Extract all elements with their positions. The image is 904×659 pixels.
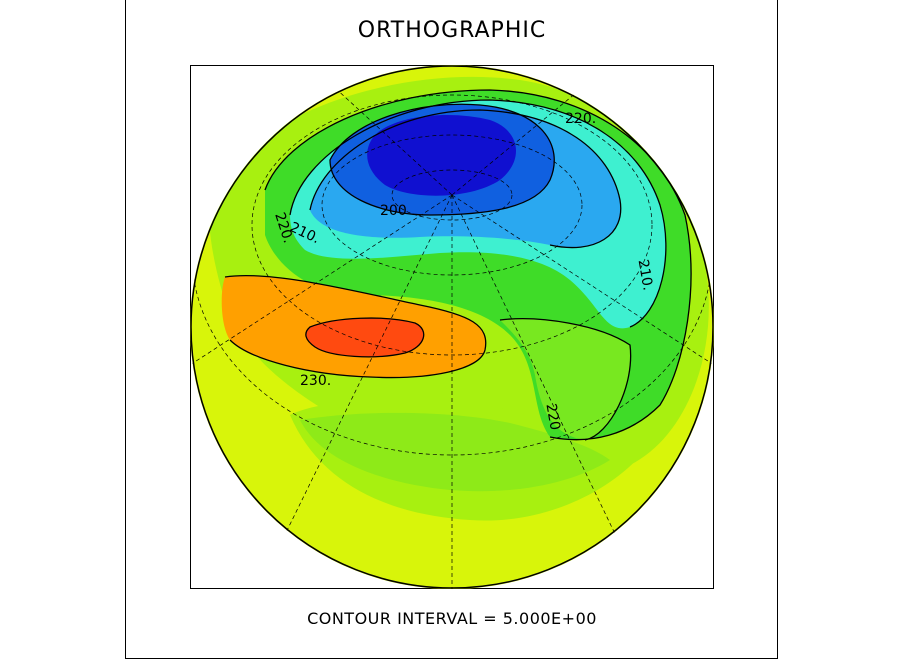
map-title: ORTHOGRAPHIC	[357, 18, 547, 43]
fill-dark-blue	[367, 115, 517, 196]
contour-line	[224, 274, 487, 379]
contour-interval-caption: CONTOUR INTERVAL = 5.000E+00	[307, 609, 597, 628]
contour-line	[305, 317, 425, 358]
contour-line	[289, 99, 667, 328]
contour-fills	[190, 65, 714, 589]
contour-line	[329, 103, 555, 216]
orthographic-map: 220. 200 220. 210. 210. 230. 220	[190, 65, 714, 589]
fill-lower-band-inner	[300, 412, 610, 492]
contour-label: 210.	[635, 258, 656, 291]
contour-label: 230.	[300, 373, 331, 389]
globe-outline	[190, 65, 714, 589]
fill-light-green	[500, 318, 631, 440]
fill-red-orange	[305, 318, 424, 357]
contour-label: 220.	[565, 111, 596, 127]
contour-label: 220	[542, 402, 562, 431]
contour-line	[499, 318, 632, 441]
contour-line	[309, 109, 622, 249]
contour-label: 200	[380, 203, 407, 219]
